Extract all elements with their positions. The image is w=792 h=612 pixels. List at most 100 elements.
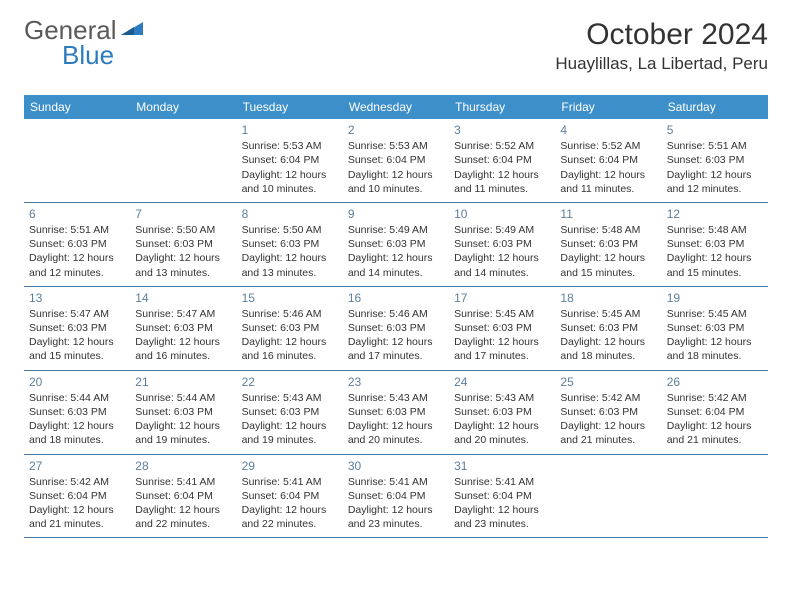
daylight-line: Daylight: 12 hours and 13 minutes. — [135, 251, 231, 279]
day-number: 18 — [560, 290, 656, 306]
sunrise-line: Sunrise: 5:42 AM — [667, 391, 763, 405]
weekday-header-row: SundayMondayTuesdayWednesdayThursdayFrid… — [24, 95, 768, 119]
sunset-line: Sunset: 6:03 PM — [348, 405, 444, 419]
sunset-line: Sunset: 6:04 PM — [242, 489, 338, 503]
sunset-line: Sunset: 6:03 PM — [560, 321, 656, 335]
sunrise-line: Sunrise: 5:50 AM — [135, 223, 231, 237]
weekday-header: Sunday — [24, 95, 130, 119]
sunset-line: Sunset: 6:03 PM — [454, 321, 550, 335]
daylight-line: Daylight: 12 hours and 15 minutes. — [560, 251, 656, 279]
sunrise-line: Sunrise: 5:51 AM — [29, 223, 125, 237]
sunrise-line: Sunrise: 5:47 AM — [29, 307, 125, 321]
day-cell: 19Sunrise: 5:45 AMSunset: 6:03 PMDayligh… — [662, 286, 768, 370]
day-cell: 13Sunrise: 5:47 AMSunset: 6:03 PMDayligh… — [24, 286, 130, 370]
daylight-line: Daylight: 12 hours and 14 minutes. — [348, 251, 444, 279]
daylight-line: Daylight: 12 hours and 21 minutes. — [29, 503, 125, 531]
daylight-line: Daylight: 12 hours and 16 minutes. — [135, 335, 231, 363]
day-number: 5 — [667, 122, 763, 138]
day-number: 11 — [560, 206, 656, 222]
day-cell: 27Sunrise: 5:42 AMSunset: 6:04 PMDayligh… — [24, 454, 130, 538]
sunset-line: Sunset: 6:03 PM — [348, 237, 444, 251]
sunrise-line: Sunrise: 5:41 AM — [135, 475, 231, 489]
sunset-line: Sunset: 6:04 PM — [560, 153, 656, 167]
day-cell: 26Sunrise: 5:42 AMSunset: 6:04 PMDayligh… — [662, 370, 768, 454]
sunset-line: Sunset: 6:03 PM — [454, 405, 550, 419]
sunrise-line: Sunrise: 5:53 AM — [348, 139, 444, 153]
daylight-line: Daylight: 12 hours and 19 minutes. — [242, 419, 338, 447]
sunrise-line: Sunrise: 5:48 AM — [667, 223, 763, 237]
daylight-line: Daylight: 12 hours and 20 minutes. — [454, 419, 550, 447]
day-cell: 22Sunrise: 5:43 AMSunset: 6:03 PMDayligh… — [237, 370, 343, 454]
calendar-row: 20Sunrise: 5:44 AMSunset: 6:03 PMDayligh… — [24, 370, 768, 454]
day-cell: 10Sunrise: 5:49 AMSunset: 6:03 PMDayligh… — [449, 202, 555, 286]
sunset-line: Sunset: 6:03 PM — [135, 405, 231, 419]
daylight-line: Daylight: 12 hours and 20 minutes. — [348, 419, 444, 447]
day-number: 1 — [242, 122, 338, 138]
calendar-body: 1Sunrise: 5:53 AMSunset: 6:04 PMDaylight… — [24, 119, 768, 538]
daylight-line: Daylight: 12 hours and 17 minutes. — [348, 335, 444, 363]
empty-cell — [662, 454, 768, 538]
day-number: 26 — [667, 374, 763, 390]
day-cell: 12Sunrise: 5:48 AMSunset: 6:03 PMDayligh… — [662, 202, 768, 286]
sunrise-line: Sunrise: 5:45 AM — [560, 307, 656, 321]
sunrise-line: Sunrise: 5:45 AM — [667, 307, 763, 321]
day-cell: 25Sunrise: 5:42 AMSunset: 6:03 PMDayligh… — [555, 370, 661, 454]
day-number: 13 — [29, 290, 125, 306]
sunrise-line: Sunrise: 5:42 AM — [29, 475, 125, 489]
sunset-line: Sunset: 6:03 PM — [29, 321, 125, 335]
daylight-line: Daylight: 12 hours and 13 minutes. — [242, 251, 338, 279]
day-cell: 28Sunrise: 5:41 AMSunset: 6:04 PMDayligh… — [130, 454, 236, 538]
day-cell: 2Sunrise: 5:53 AMSunset: 6:04 PMDaylight… — [343, 119, 449, 202]
sunset-line: Sunset: 6:03 PM — [242, 237, 338, 251]
sunset-line: Sunset: 6:04 PM — [667, 405, 763, 419]
day-number: 22 — [242, 374, 338, 390]
sunset-line: Sunset: 6:04 PM — [242, 153, 338, 167]
day-number: 6 — [29, 206, 125, 222]
sunset-line: Sunset: 6:03 PM — [29, 405, 125, 419]
weekday-header: Friday — [555, 95, 661, 119]
day-cell: 3Sunrise: 5:52 AMSunset: 6:04 PMDaylight… — [449, 119, 555, 202]
sunrise-line: Sunrise: 5:53 AM — [242, 139, 338, 153]
sunset-line: Sunset: 6:03 PM — [242, 405, 338, 419]
weekday-header: Wednesday — [343, 95, 449, 119]
sunset-line: Sunset: 6:03 PM — [560, 237, 656, 251]
day-number: 7 — [135, 206, 231, 222]
day-number: 21 — [135, 374, 231, 390]
day-cell: 21Sunrise: 5:44 AMSunset: 6:03 PMDayligh… — [130, 370, 236, 454]
day-cell: 4Sunrise: 5:52 AMSunset: 6:04 PMDaylight… — [555, 119, 661, 202]
logo-triangle-icon — [119, 19, 145, 39]
sunrise-line: Sunrise: 5:43 AM — [348, 391, 444, 405]
daylight-line: Daylight: 12 hours and 23 minutes. — [454, 503, 550, 531]
day-number: 23 — [348, 374, 444, 390]
day-number: 31 — [454, 458, 550, 474]
sunrise-line: Sunrise: 5:43 AM — [454, 391, 550, 405]
sunrise-line: Sunrise: 5:44 AM — [135, 391, 231, 405]
day-number: 10 — [454, 206, 550, 222]
daylight-line: Daylight: 12 hours and 18 minutes. — [29, 419, 125, 447]
weekday-header: Saturday — [662, 95, 768, 119]
day-number: 30 — [348, 458, 444, 474]
sunrise-line: Sunrise: 5:41 AM — [348, 475, 444, 489]
calendar-row: 27Sunrise: 5:42 AMSunset: 6:04 PMDayligh… — [24, 454, 768, 538]
sunset-line: Sunset: 6:03 PM — [667, 321, 763, 335]
daylight-line: Daylight: 12 hours and 23 minutes. — [348, 503, 444, 531]
weekday-header: Tuesday — [237, 95, 343, 119]
month-title: October 2024 — [555, 18, 768, 52]
daylight-line: Daylight: 12 hours and 14 minutes. — [454, 251, 550, 279]
day-number: 8 — [242, 206, 338, 222]
day-cell: 31Sunrise: 5:41 AMSunset: 6:04 PMDayligh… — [449, 454, 555, 538]
day-number: 24 — [454, 374, 550, 390]
sunrise-line: Sunrise: 5:47 AM — [135, 307, 231, 321]
sunrise-line: Sunrise: 5:44 AM — [29, 391, 125, 405]
sunset-line: Sunset: 6:04 PM — [348, 489, 444, 503]
day-number: 19 — [667, 290, 763, 306]
sunset-line: Sunset: 6:03 PM — [242, 321, 338, 335]
day-number: 16 — [348, 290, 444, 306]
sunrise-line: Sunrise: 5:52 AM — [454, 139, 550, 153]
sunrise-line: Sunrise: 5:46 AM — [242, 307, 338, 321]
weekday-header: Thursday — [449, 95, 555, 119]
daylight-line: Daylight: 12 hours and 17 minutes. — [454, 335, 550, 363]
day-cell: 9Sunrise: 5:49 AMSunset: 6:03 PMDaylight… — [343, 202, 449, 286]
day-cell: 30Sunrise: 5:41 AMSunset: 6:04 PMDayligh… — [343, 454, 449, 538]
empty-cell — [24, 119, 130, 202]
